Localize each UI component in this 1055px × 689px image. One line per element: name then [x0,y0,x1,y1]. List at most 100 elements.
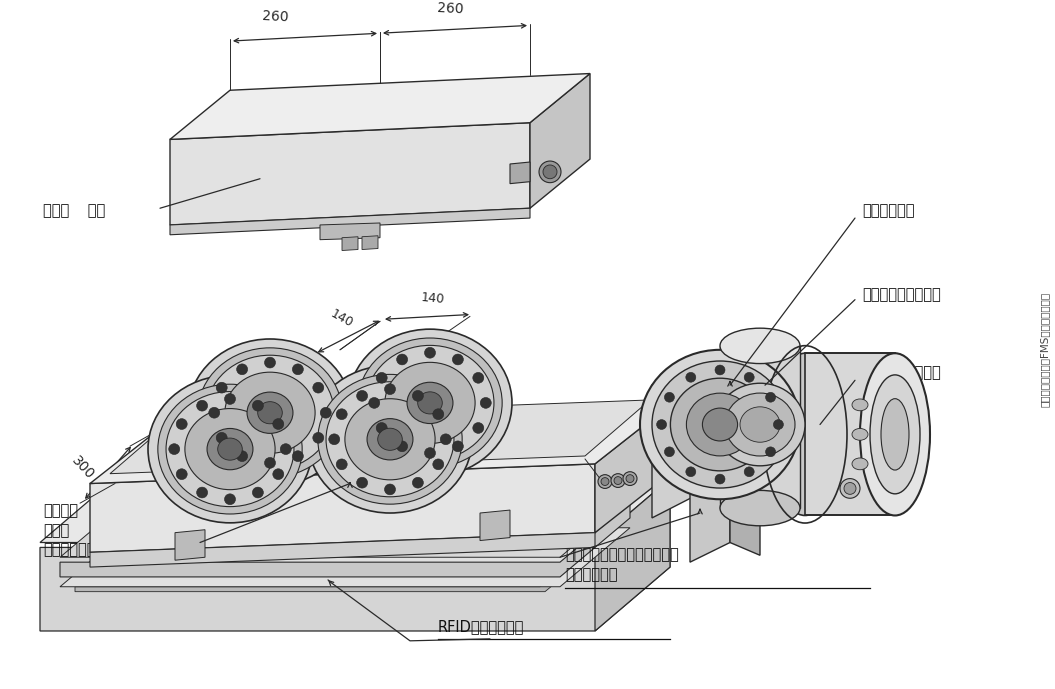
Polygon shape [480,510,510,541]
Text: 托盘快速抓取: 托盘快速抓取 [862,203,915,218]
Ellipse shape [418,392,442,414]
Ellipse shape [687,393,753,456]
Ellipse shape [770,353,840,515]
Text: 260: 260 [262,9,289,24]
Circle shape [216,433,227,443]
Circle shape [329,434,340,444]
Circle shape [236,451,248,462]
Circle shape [473,422,484,433]
Ellipse shape [358,338,502,468]
Text: RFID固定式读写头: RFID固定式读写头 [438,619,524,634]
Circle shape [236,364,248,375]
Circle shape [624,472,637,486]
Ellipse shape [852,429,868,440]
Polygon shape [690,473,730,562]
Circle shape [744,467,754,477]
Ellipse shape [148,376,312,523]
Ellipse shape [881,399,909,470]
Circle shape [312,433,324,443]
Ellipse shape [367,419,413,460]
Circle shape [626,475,634,482]
Polygon shape [170,123,530,225]
Circle shape [369,398,380,409]
Text: 140: 140 [420,291,445,306]
Ellipse shape [348,329,512,477]
Circle shape [337,459,347,470]
Ellipse shape [308,366,472,513]
Polygon shape [730,473,760,555]
Polygon shape [652,360,701,518]
Circle shape [292,364,304,375]
Circle shape [715,365,725,375]
Circle shape [413,391,423,401]
Ellipse shape [652,361,788,488]
Circle shape [844,482,856,494]
Ellipse shape [670,378,769,471]
Text: 300: 300 [645,425,674,451]
Circle shape [665,392,674,402]
Circle shape [377,373,387,383]
Text: 机械手末端快换抓取: 机械手末端快换抓取 [862,287,941,302]
Polygon shape [60,498,630,557]
Polygon shape [90,533,595,567]
Ellipse shape [870,375,920,494]
Text: 适用于    机床: 适用于 机床 [43,203,106,218]
Ellipse shape [225,372,315,453]
Text: 广泛运用于柔性化FMS机械手快换装置: 广泛运用于柔性化FMS机械手快换装置 [1040,292,1050,407]
Ellipse shape [185,409,275,490]
Circle shape [433,459,444,470]
Circle shape [176,419,187,429]
Text: 定位器压力源升降式快速对接: 定位器压力源升降式快速对接 [565,548,678,562]
Ellipse shape [198,348,342,477]
Polygon shape [170,74,590,139]
Text: 用于机械手与托盘的快换: 用于机械手与托盘的快换 [43,542,139,557]
Circle shape [424,347,436,358]
Circle shape [665,447,674,457]
Ellipse shape [703,408,737,441]
Circle shape [424,448,436,458]
Polygon shape [110,400,650,473]
Ellipse shape [366,345,494,460]
Circle shape [413,477,423,488]
Circle shape [216,382,227,393]
Ellipse shape [720,491,800,526]
Polygon shape [510,162,530,184]
Text: 适配器: 适配器 [43,523,70,538]
Circle shape [384,484,396,495]
Circle shape [273,469,284,480]
Circle shape [357,391,367,401]
Circle shape [397,441,407,452]
Circle shape [357,477,367,488]
Ellipse shape [720,328,800,364]
Ellipse shape [852,458,868,470]
Polygon shape [652,360,730,400]
Circle shape [543,165,557,178]
Ellipse shape [385,362,475,444]
Circle shape [281,444,291,455]
Polygon shape [320,223,380,240]
Circle shape [611,473,625,487]
Circle shape [265,457,275,469]
Text: （机械手端）: （机械手端） [565,567,617,582]
Ellipse shape [725,393,795,456]
Circle shape [312,382,324,393]
Circle shape [209,407,219,418]
Circle shape [196,400,208,411]
Ellipse shape [217,438,243,460]
Circle shape [539,161,561,183]
Circle shape [273,419,284,429]
Polygon shape [720,346,800,508]
Polygon shape [701,360,730,508]
Circle shape [598,475,612,489]
Circle shape [433,409,444,420]
Circle shape [321,407,331,418]
Circle shape [480,398,492,409]
Circle shape [686,467,696,477]
Polygon shape [60,503,630,577]
Circle shape [744,372,754,382]
Polygon shape [90,464,595,553]
Circle shape [686,372,696,382]
Ellipse shape [158,384,302,514]
Ellipse shape [207,429,253,470]
Polygon shape [90,405,670,484]
